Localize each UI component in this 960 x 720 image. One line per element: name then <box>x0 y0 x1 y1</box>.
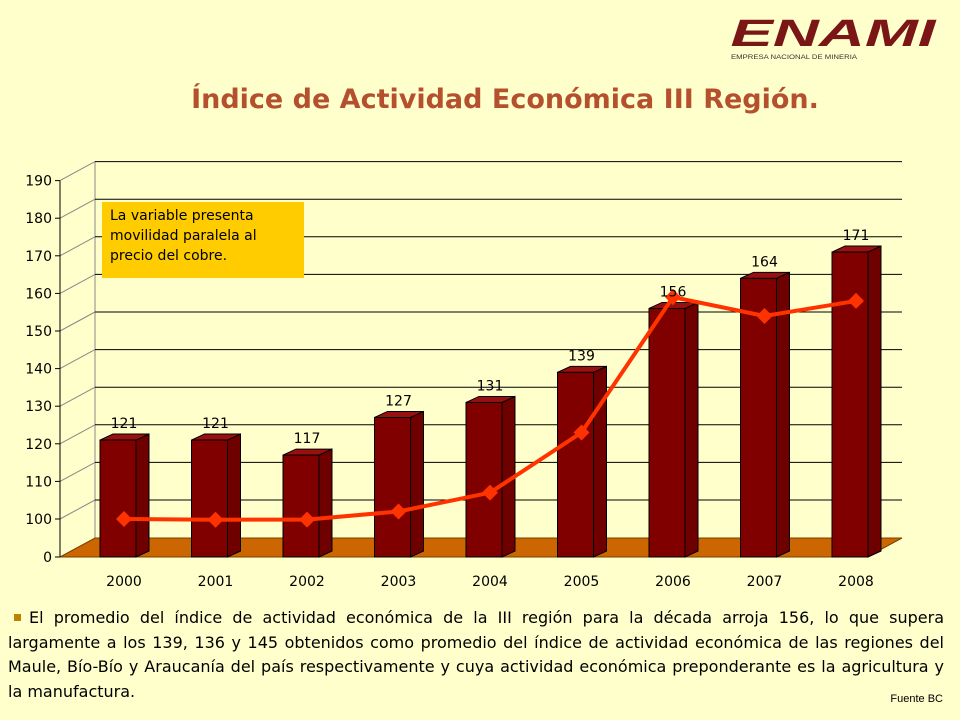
x-axis-labels: 2000 2001 2002 2003 2004 2005 2006 2007 2008 <box>106 574 874 590</box>
y-tick-label: 160 <box>25 286 52 302</box>
y-axis: 0 100 110 120 130 140 150 160 170 180 190 <box>25 174 61 566</box>
bar <box>740 277 777 558</box>
gridline-depth <box>59 386 96 407</box>
chart: 0 100 110 120 130 140 150 160 170 180 190 121 121 11… <box>25 161 903 590</box>
x-tick-label: 2002 <box>289 574 325 590</box>
bar <box>465 401 503 558</box>
y-tick-label: 130 <box>25 399 52 415</box>
gridline-depth <box>59 311 96 332</box>
description-text: El promedio del índice de actividad econ… <box>8 608 944 701</box>
data-label: 121 <box>202 416 229 432</box>
gridline-depth <box>59 461 96 482</box>
y-tick-label: 110 <box>25 474 52 490</box>
line-marker <box>848 292 864 309</box>
y-tick-label: 140 <box>25 362 52 378</box>
line-marker <box>573 424 590 441</box>
data-label: 156 <box>660 284 687 300</box>
description-paragraph: El promedio del índice de actividad econ… <box>8 606 944 704</box>
x-tick-label: 2003 <box>381 574 417 590</box>
line-marker <box>390 503 407 520</box>
logo-brand: ENAMI <box>731 14 938 55</box>
y-tick-label: 0 <box>43 550 52 566</box>
x-tick-label: 2008 <box>838 574 874 590</box>
data-label: 171 <box>843 228 870 244</box>
bar <box>831 251 869 558</box>
line-marker <box>482 484 498 501</box>
y-tick-label: 100 <box>25 512 52 528</box>
data-labels: 121 121 117 127 131 139 156 164 171 <box>111 228 870 447</box>
bar <box>374 416 411 558</box>
gridline-depth <box>59 424 96 445</box>
x-tick-label: 2001 <box>198 574 234 590</box>
bar-side <box>867 245 882 558</box>
bar-side <box>684 301 699 558</box>
bullet-icon <box>14 613 21 621</box>
line-marker <box>756 307 773 324</box>
logo-tagline: EMPRESA NACIONAL DE MINERIA <box>731 54 858 61</box>
y-tick-label: 190 <box>25 174 52 190</box>
line-series <box>116 289 864 528</box>
x-tick-label: 2006 <box>655 574 691 590</box>
gridline-depth <box>59 198 96 219</box>
gridline-depth <box>59 236 96 257</box>
bar-series <box>99 245 882 558</box>
gridline-depth <box>59 161 96 182</box>
bar <box>282 454 320 558</box>
y-tick-label: 180 <box>25 211 52 227</box>
bar <box>99 439 137 558</box>
annotation-note: La variable presenta movilidad paralela … <box>102 202 304 278</box>
data-label: 121 <box>111 416 138 432</box>
data-label: 127 <box>385 393 412 409</box>
x-tick-label: 2000 <box>106 574 142 590</box>
line-marker <box>207 511 224 528</box>
line-marker <box>299 511 315 528</box>
bar <box>648 307 686 558</box>
page-title: Índice de Actividad Económica III Región… <box>191 84 819 115</box>
y-tick-label: 120 <box>25 437 52 453</box>
bar-side <box>135 433 150 558</box>
gridline-depth <box>59 499 96 520</box>
x-tick-label: 2004 <box>472 574 508 590</box>
x-tick-label: 2007 <box>747 574 783 590</box>
y-tick-label: 170 <box>25 249 52 265</box>
data-label: 164 <box>751 254 778 270</box>
bar-side <box>410 410 424 558</box>
source-note: Fuente BC <box>890 693 943 705</box>
bar <box>557 371 594 558</box>
bar-side <box>318 448 333 558</box>
data-label: 131 <box>477 378 504 394</box>
line-marker <box>665 289 681 306</box>
bar <box>191 439 228 558</box>
enami-logo: ENAMI EMPRESA NACIONAL DE MINERIA <box>731 14 938 61</box>
x-tick-label: 2005 <box>564 574 600 590</box>
bar-side <box>227 433 241 558</box>
data-label: 139 <box>568 348 595 364</box>
y-tick-label: 150 <box>25 324 52 340</box>
data-label: 117 <box>294 431 321 447</box>
gridline-depth <box>59 273 96 294</box>
line-marker <box>116 511 132 527</box>
gridline-depth <box>59 349 96 370</box>
